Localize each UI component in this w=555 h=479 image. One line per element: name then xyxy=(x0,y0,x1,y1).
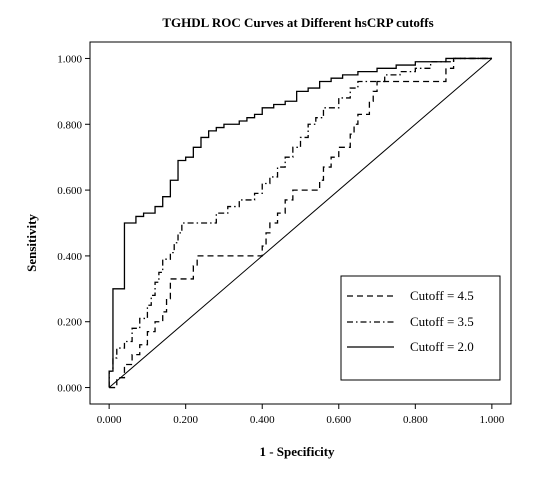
chart-title: TGHDL ROC Curves at Different hsCRP cuto… xyxy=(162,15,433,30)
y-tick-label: 0.200 xyxy=(57,317,82,329)
y-tick-label: 0.400 xyxy=(57,251,82,263)
x-axis-ticks: 0.000 0.200 0.400 0.600 0.800 1.000 xyxy=(97,404,505,426)
y-tick-label: 1.000 xyxy=(57,53,82,65)
y-tick-label: 0.600 xyxy=(57,185,82,197)
x-tick-label: 0.800 xyxy=(403,414,428,426)
legend-label-cutoff-3-5: Cutoff = 3.5 xyxy=(410,314,474,329)
legend-box xyxy=(340,275,501,381)
x-tick-label: 0.200 xyxy=(173,414,198,426)
y-axis-ticks: 0.000 0.200 0.400 0.600 0.800 1.000 xyxy=(57,53,90,395)
legend: Cutoff = 4.5 Cutoff = 3.5 Cutoff = 2.0 xyxy=(340,275,501,381)
series-line-cutoff-3-5 xyxy=(108,57,492,388)
x-tick-label: 0.000 xyxy=(97,414,122,426)
y-tick-label: 0.800 xyxy=(57,119,82,131)
legend-label-cutoff-2-0: Cutoff = 2.0 xyxy=(410,339,474,354)
legend-label-cutoff-4-5: Cutoff = 4.5 xyxy=(410,288,474,303)
y-axis-label: Sensitivity xyxy=(24,214,39,272)
x-tick-label: 0.600 xyxy=(326,414,351,426)
x-tick-label: 0.400 xyxy=(250,414,275,426)
x-axis-label: 1 - Specificity xyxy=(259,444,335,459)
reference-diagonal xyxy=(108,58,493,388)
series-layer xyxy=(108,57,492,389)
series-line-cutoff-4-5 xyxy=(109,57,492,389)
series-line-cutoff-2-0 xyxy=(108,57,492,388)
y-tick-label: 0.000 xyxy=(57,383,82,395)
x-tick-label: 1.000 xyxy=(479,414,504,426)
